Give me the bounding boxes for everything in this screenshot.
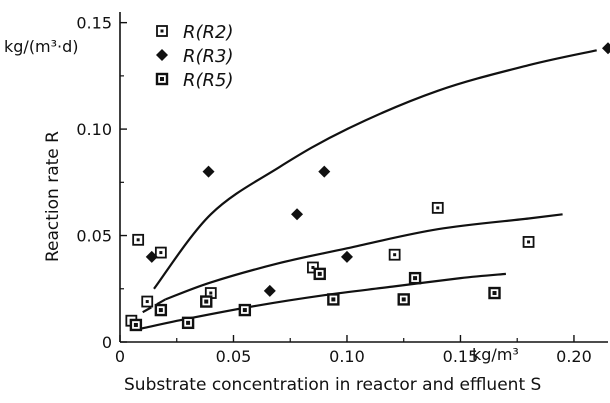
point-rr3-2 (263, 284, 276, 297)
point-rr5-1 (154, 303, 168, 317)
x-tick-label-0: 0 (115, 347, 125, 366)
point-rr5-3 (200, 295, 213, 308)
y-tick-label-2: 0.10 (76, 120, 112, 139)
point-rr2-6 (388, 248, 401, 261)
point-rr2-7 (431, 201, 444, 214)
point-rr2-3 (154, 246, 167, 259)
point-rr2-1 (132, 233, 145, 246)
legend-symbol-2 (155, 72, 169, 86)
legend-item-r5: R(R5) (155, 70, 234, 91)
x-tick-label-3: 0.15 (443, 347, 479, 366)
axes (119, 12, 608, 343)
point-rr5-6 (327, 293, 340, 306)
legend-label-r5: R(R5) (183, 70, 234, 91)
point-rr3-5 (340, 250, 353, 263)
ticks: 0 0.05 0.10 0.15 0.20 0 0.05 0.10 0.15 (76, 14, 591, 366)
x-tick-label-2: 0.10 (329, 347, 365, 366)
y-axis-label: Reaction rate R (43, 131, 63, 262)
point-rr3-4 (318, 165, 331, 178)
legend-marker-r5 (155, 72, 169, 86)
y-tick-label-1: 0.05 (76, 227, 112, 246)
point-rr2-2 (141, 295, 154, 308)
data-points (125, 42, 610, 332)
legend-marker-r2 (156, 25, 168, 37)
legend-symbol-1 (156, 49, 168, 61)
x-tick-label-4: 0.20 (556, 347, 592, 366)
x-axis-label: Substrate concentration in reactor and e… (124, 375, 541, 395)
legend-item-r2: R(R2) (156, 22, 234, 43)
point-rr3-3 (291, 208, 304, 221)
point-rr3-1 (202, 165, 215, 178)
point-rr5-7 (397, 293, 410, 306)
legend-label-r3: R(R3) (183, 46, 234, 67)
point-rr3-0 (145, 250, 158, 263)
legend-item-r3: R(R3) (156, 46, 234, 67)
point-rr5-9 (488, 286, 501, 300)
point-rr3-6 (602, 42, 610, 55)
y-tick-label-0: 0 (102, 333, 112, 352)
point-rr5-2 (181, 316, 195, 330)
point-rr2-8 (522, 236, 535, 248)
y-tick-label-3: 0.15 (76, 14, 112, 33)
x-tick-label-1: 0.05 (216, 347, 252, 366)
legend-label-r2: R(R2) (183, 22, 234, 43)
fit-curve-2 (165, 213, 563, 301)
point-rr5-5 (313, 267, 326, 281)
legend-symbol-0 (156, 25, 168, 37)
point-rr2-5 (307, 261, 319, 274)
point-rr5-8 (408, 271, 422, 285)
x-axis-unit: kg/m³ (472, 345, 519, 364)
legend-marker-r3 (156, 49, 168, 61)
fit-curve-1 (142, 298, 166, 314)
point-rr5-4 (238, 303, 252, 317)
point-rr5-0 (129, 318, 143, 332)
fit-curve-0 (153, 49, 597, 290)
legend: R(R2) R(R3) R(R5) (155, 22, 234, 91)
y-axis-unit: kg/(m³·d) (4, 37, 79, 56)
